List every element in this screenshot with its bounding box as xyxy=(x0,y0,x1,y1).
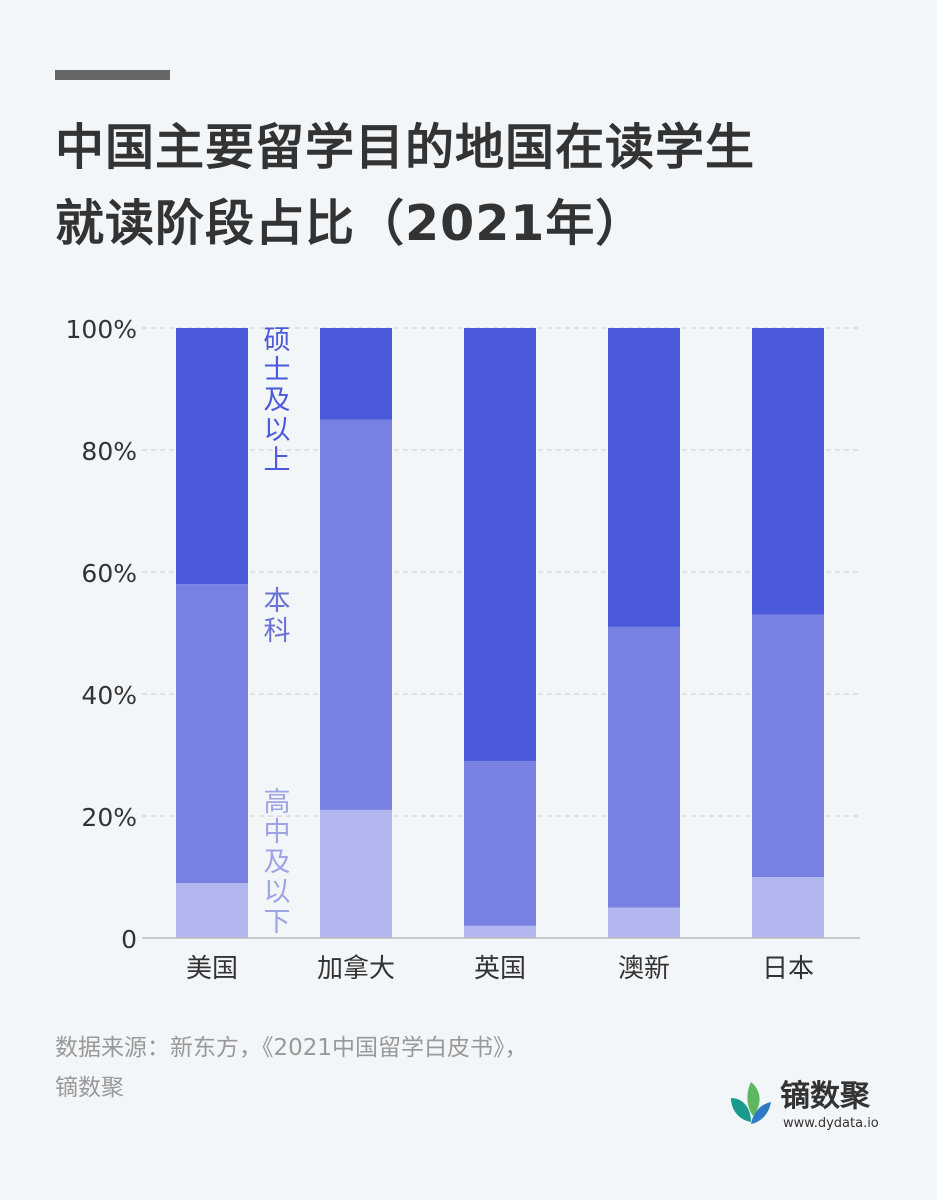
x-tick-label: 日本 xyxy=(762,954,814,984)
x-tick-label: 澳新 xyxy=(618,954,670,984)
series-label-char: 上 xyxy=(264,445,291,476)
bar-segment xyxy=(320,419,392,810)
bar-segment xyxy=(176,883,248,938)
series-label-char: 以 xyxy=(264,415,291,446)
series-label-char: 科 xyxy=(264,616,291,647)
bar-segment xyxy=(176,328,248,585)
bar-segment xyxy=(752,877,824,938)
bar-segment xyxy=(608,328,680,627)
y-tick-label: 60% xyxy=(81,559,137,588)
source-line-1: 数据来源：新东方，《2021中国留学白皮书》， xyxy=(55,1035,528,1061)
series-label-char: 及 xyxy=(264,385,291,416)
title-accent-bar xyxy=(55,70,170,80)
bar-segment xyxy=(464,761,536,926)
series-label-char: 硕 xyxy=(264,325,291,356)
leaf-logo-icon xyxy=(731,1082,771,1124)
y-tick-label: 0 xyxy=(121,925,137,954)
bar-segment xyxy=(176,584,248,884)
series-label-char: 及 xyxy=(264,847,291,878)
bar-segment xyxy=(464,328,536,762)
bar-segment xyxy=(608,907,680,938)
series-label-char: 高 xyxy=(264,787,291,818)
y-tick-label: 80% xyxy=(81,437,137,466)
x-tick-label: 加拿大 xyxy=(317,954,395,984)
bar-segment xyxy=(320,328,392,420)
bar-segment xyxy=(464,925,536,938)
chart-title: 中国主要留学目的地国在读学生 就读阶段占比（2021年） xyxy=(55,110,885,262)
series-label-char: 以 xyxy=(264,877,291,908)
y-tick-label: 20% xyxy=(81,803,137,832)
series-label-char: 下 xyxy=(264,907,291,938)
source-line-2: 镝数聚 xyxy=(55,1075,124,1101)
series-label-char: 士 xyxy=(264,355,291,386)
brand-url: www.dydata.io xyxy=(783,1116,879,1131)
bar-segment xyxy=(752,328,824,615)
series-label-char: 本 xyxy=(264,586,291,617)
brand-logo-block: 镝数聚 www.dydata.io xyxy=(727,1080,897,1135)
x-tick-label: 英国 xyxy=(474,954,526,984)
y-tick-label: 100% xyxy=(66,315,137,344)
brand-name: 镝数聚 xyxy=(780,1079,870,1114)
y-tick-label: 40% xyxy=(81,681,137,710)
bar-segment xyxy=(320,809,392,938)
x-tick-label: 美国 xyxy=(186,954,238,984)
series-label-char: 中 xyxy=(264,817,291,848)
bar-segment xyxy=(608,626,680,908)
title-line-2: 就读阶段占比（2021年） xyxy=(55,195,646,252)
bar-segment xyxy=(752,614,824,877)
data-source: 数据来源：新东方，《2021中国留学白皮书》， 镝数聚 xyxy=(55,1028,528,1108)
title-line-1: 中国主要留学目的地国在读学生 xyxy=(55,119,756,176)
